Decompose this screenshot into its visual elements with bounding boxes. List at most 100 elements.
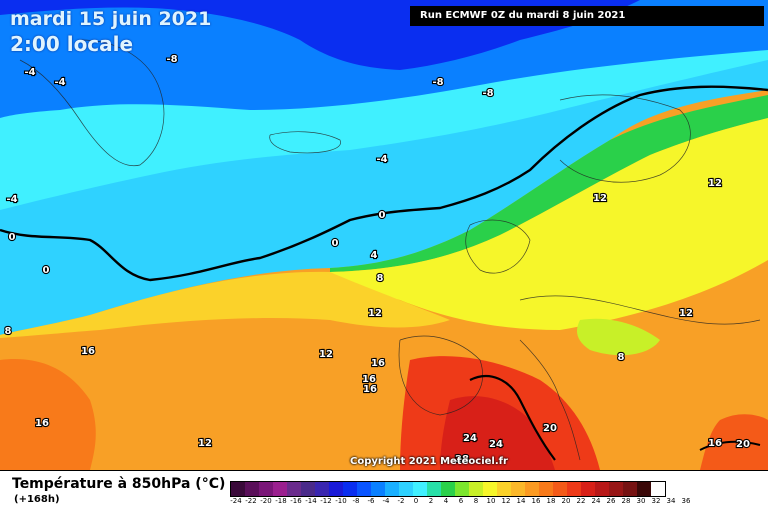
isotherm-value-label: 20 <box>736 439 750 450</box>
scale-label: -20 <box>260 497 272 505</box>
scale-label: 34 <box>666 497 676 505</box>
scale-swatch <box>525 482 539 496</box>
isotherm-20 <box>469 375 556 461</box>
scale-label: 30 <box>636 497 646 505</box>
scale-swatch <box>357 482 371 496</box>
scale-label: 14 <box>516 497 526 505</box>
scale-swatch <box>595 482 609 496</box>
isotherm-value-label: 16 <box>362 374 376 385</box>
scale-swatch <box>539 482 553 496</box>
color-scale <box>230 481 666 497</box>
scale-swatch <box>413 482 427 496</box>
scale-label: 16 <box>531 497 541 505</box>
legend-subtitle: (+168h) <box>14 494 60 505</box>
isotherm-value-label: -4 <box>6 194 17 205</box>
isotherm-value-label: 12 <box>198 438 212 449</box>
green-band <box>330 95 768 272</box>
scale-swatch <box>231 482 245 496</box>
isotherm-value-label: 12 <box>368 308 382 319</box>
scale-label: 18 <box>546 497 556 505</box>
scale-swatch <box>637 482 651 496</box>
scale-label: 28 <box>621 497 631 505</box>
scale-label: -18 <box>275 497 287 505</box>
legend-title: Température à 850hPa (°C) <box>12 476 226 492</box>
isotherm-value-label: 0 <box>379 210 386 221</box>
temperature-map: -8 -4 -4 -8 -8 -4 -4 0 0 0 0 4 8 8 12 12 16 16 16 16 16 12 12 1… <box>0 0 768 470</box>
scale-swatch <box>455 482 469 496</box>
scale-label: -24 <box>230 497 242 505</box>
forecast-time: 2:00 locale <box>10 32 134 56</box>
scale-swatch <box>343 482 357 496</box>
isotherm-value-label: 8 <box>5 326 12 337</box>
scale-swatch <box>427 482 441 496</box>
scale-swatch <box>567 482 581 496</box>
map-canvas: -8-4-4 -8-8-4-400004881212161616161612121… <box>0 0 768 470</box>
scale-label: -6 <box>367 497 375 505</box>
scale-swatch <box>511 482 525 496</box>
isotherm-value-label: 24 <box>489 439 503 450</box>
isotherm-value-label: 16 <box>81 346 95 357</box>
scale-label: 4 <box>443 497 449 505</box>
scale-label: 2 <box>428 497 434 505</box>
isotherm-0 <box>0 85 768 282</box>
isotherm-value-label: -4 <box>376 154 387 165</box>
isotherm-value-label: 0 <box>43 265 50 276</box>
scale-label: -16 <box>290 497 302 505</box>
scale-label: 6 <box>458 497 464 505</box>
isotherm-value-label: 0 <box>332 238 339 249</box>
scale-swatch <box>273 482 287 496</box>
southwest-warm <box>0 359 96 470</box>
scale-label: 36 <box>681 497 691 505</box>
scale-label: 10 <box>486 497 496 505</box>
hot-zone-core <box>440 396 555 470</box>
isotherm-value-label: -4 <box>24 67 35 78</box>
scale-label: -10 <box>335 497 347 505</box>
scale-swatch <box>315 482 329 496</box>
scale-swatch <box>301 482 315 496</box>
isotherm-value-label: 4 <box>371 250 378 261</box>
scale-label: -12 <box>320 497 332 505</box>
scale-swatch <box>469 482 483 496</box>
scale-label: 24 <box>591 497 601 505</box>
scale-swatch <box>623 482 637 496</box>
scale-swatch <box>245 482 259 496</box>
scale-swatch <box>287 482 301 496</box>
forecast-date: mardi 15 juin 2021 <box>10 8 212 30</box>
scale-swatch <box>371 482 385 496</box>
yellow-zone <box>330 118 768 330</box>
scale-label: 20 <box>561 497 571 505</box>
isotherm-20-east <box>699 440 761 451</box>
isotherm-value-label: -4 <box>54 77 65 88</box>
isotherm-value-label: -8 <box>166 54 177 65</box>
scale-label: 32 <box>651 497 661 505</box>
isotherm-value-label: 16 <box>708 438 722 449</box>
iceland-coast <box>269 131 341 154</box>
isotherm-value-label: 16 <box>35 418 49 429</box>
isotherm-value-label: 16 <box>363 384 377 395</box>
isotherm-value-label: 28 <box>455 454 469 465</box>
scale-label: 0 <box>413 497 419 505</box>
isotherm-labels: -8-4-4 -8-8-4-400004881212161616161612121… <box>3 53 751 466</box>
legend: Température à 850hPa (°C) (+168h) -24 -22… <box>0 470 768 512</box>
scale-swatch <box>483 482 497 496</box>
carpathian-cool <box>577 318 660 356</box>
uk-coast <box>465 219 531 274</box>
scandinavia-coast <box>559 94 691 183</box>
scale-label: -14 <box>305 497 317 505</box>
scale-label: 8 <box>473 497 479 505</box>
isotherm-value-label: 24 <box>463 433 477 444</box>
scale-swatch <box>553 482 567 496</box>
isotherm-value-label: 12 <box>593 193 607 204</box>
orange-light-zone <box>0 271 450 338</box>
isotherm-value-label: 12 <box>708 178 722 189</box>
italy-coast <box>519 339 581 461</box>
isotherm-value-label: 20 <box>543 423 557 434</box>
isotherm-value-label: 12 <box>679 308 693 319</box>
scale-swatch <box>399 482 413 496</box>
scale-swatch <box>581 482 595 496</box>
isotherm-value-label: 0 <box>9 232 16 243</box>
scale-label: -8 <box>352 497 360 505</box>
scale-label: 26 <box>606 497 616 505</box>
scale-swatch <box>651 482 665 496</box>
scale-swatch <box>609 482 623 496</box>
